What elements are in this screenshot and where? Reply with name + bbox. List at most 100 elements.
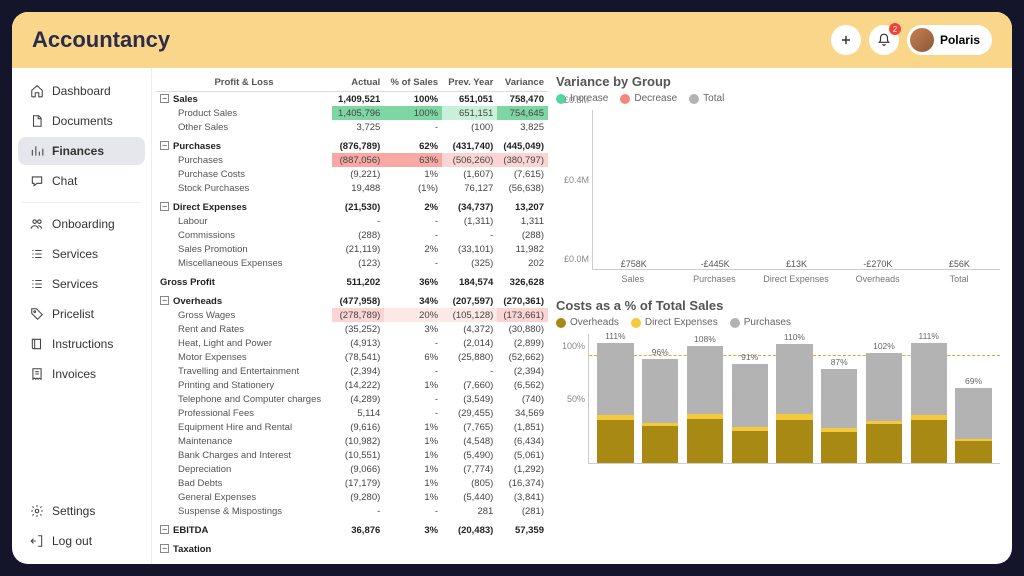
pl-cell: (14,222) <box>332 378 384 392</box>
pl-cell: −Purchases <box>156 139 332 153</box>
pl-cell: Maintenance <box>156 434 332 448</box>
pl-cell: 2% <box>384 200 442 214</box>
pl-column-header: Profit & Loss <box>156 74 332 92</box>
pl-sub-row: Heat, Light and Power(4,913)-(2,014)(2,8… <box>156 336 548 350</box>
pl-cell: Stock Purchases <box>156 181 332 195</box>
sidebar-item-chat[interactable]: Chat <box>18 167 145 195</box>
pl-cell: Sales Promotion <box>156 242 332 256</box>
pl-column-header: Prev. Year <box>442 74 497 92</box>
sidebar-item-label: Documents <box>52 114 113 128</box>
pl-cell: (105,128) <box>442 308 497 322</box>
stacked-bar: 108% <box>687 346 723 463</box>
chat-icon <box>30 174 44 188</box>
pl-cell: Commissions <box>156 228 332 242</box>
pl-sub-row: Sales Promotion(21,119)2%(33,101)11,982 <box>156 242 548 256</box>
pl-cell: (5,061) <box>497 448 548 462</box>
pl-cell: (10,551) <box>332 448 384 462</box>
pl-cell: (876,789) <box>332 139 384 153</box>
pl-sub-row: Stock Purchases19,488(1%)76,127(56,638) <box>156 181 548 195</box>
list-icon <box>30 277 44 291</box>
sidebar-item-label: Pricelist <box>52 307 94 321</box>
pl-cell: (2,394) <box>332 364 384 378</box>
pl-cell: (34,737) <box>442 200 497 214</box>
pl-cell: 6% <box>384 350 442 364</box>
pl-cell: (6,434) <box>497 434 548 448</box>
variance-chart-title: Variance by Group <box>556 74 1000 89</box>
pl-cell: - <box>384 120 442 134</box>
sidebar-item-services2[interactable]: Services <box>18 270 145 298</box>
sidebar-item-dashboard[interactable]: Dashboard <box>18 77 145 105</box>
sidebar-item-label: Dashboard <box>52 84 111 98</box>
pl-cell: (506,260) <box>442 153 497 167</box>
sidebar-item-settings[interactable]: Settings <box>18 497 145 525</box>
x-axis-label: Purchases <box>674 274 756 284</box>
pl-cell: 2% <box>384 242 442 256</box>
notification-badge: 2 <box>889 23 901 35</box>
sidebar-item-label: Instructions <box>52 337 113 351</box>
stacked-bar: 111% <box>911 343 947 463</box>
notifications-button[interactable]: 2 <box>869 25 899 55</box>
user-menu[interactable]: Polaris <box>907 25 992 55</box>
legend-item: Decrease <box>620 93 677 104</box>
expand-icon[interactable]: − <box>160 544 169 553</box>
pl-category-row[interactable]: −Sales1,409,521100%651,051758,470 <box>156 92 548 107</box>
add-button[interactable] <box>831 25 861 55</box>
pl-sub-row: Professional Fees5,114-(29,455)34,569 <box>156 406 548 420</box>
pl-cell: 202 <box>497 256 548 270</box>
pl-category-row[interactable]: −EBITDA36,8763%(20,483)57,359 <box>156 523 548 537</box>
expand-icon[interactable]: − <box>160 141 169 150</box>
pl-cell: 36% <box>384 275 442 289</box>
stacked-bar: 87% <box>821 369 857 463</box>
pl-cell: (100) <box>442 120 497 134</box>
sidebar-item-pricelist[interactable]: Pricelist <box>18 300 145 328</box>
x-axis-label: Direct Expenses <box>755 274 837 284</box>
sidebar-item-label: Invoices <box>52 367 96 381</box>
sidebar-item-label: Services <box>52 247 98 261</box>
pl-cell: (6,562) <box>497 378 548 392</box>
pl-cell: (4,913) <box>332 336 384 350</box>
pl-cell: (278,789) <box>332 308 384 322</box>
pl-cell: (281) <box>497 504 548 518</box>
profit-loss-panel: Profit & LossActual% of SalesPrev. YearV… <box>152 68 552 564</box>
pl-cell <box>497 542 548 556</box>
pl-cell: (477,958) <box>332 294 384 308</box>
users-icon <box>30 217 44 231</box>
sidebar-item-services1[interactable]: Services <box>18 240 145 268</box>
pl-cell: (78,541) <box>332 350 384 364</box>
pl-category-row[interactable]: −Purchases(876,789)62%(431,740)(445,049) <box>156 139 548 153</box>
sidebar-item-finances[interactable]: Finances <box>18 137 145 165</box>
sidebar-item-logout[interactable]: Log out <box>18 527 145 555</box>
stacked-bar: 91% <box>732 364 768 463</box>
pl-category-row[interactable]: −Taxation <box>156 542 548 556</box>
sidebar-item-invoices[interactable]: Invoices <box>18 360 145 388</box>
pl-cell: 754,645 <box>497 106 548 120</box>
pl-cell: (270,361) <box>497 294 548 308</box>
pl-cell: Travelling and Entertainment <box>156 364 332 378</box>
pl-cell: Gross Wages <box>156 308 332 322</box>
doc-icon <box>30 114 44 128</box>
pl-column-header: Actual <box>332 74 384 92</box>
variance-legend: IncreaseDecreaseTotal <box>556 93 1000 104</box>
pl-sub-row: Maintenance(10,982)1%(4,548)(6,434) <box>156 434 548 448</box>
sidebar-item-onboarding[interactable]: Onboarding <box>18 210 145 238</box>
expand-icon[interactable]: − <box>160 202 169 211</box>
pl-cell: (5,440) <box>442 490 497 504</box>
pl-category-row[interactable]: −Overheads(477,958)34%(207,597)(270,361) <box>156 294 548 308</box>
pl-cell: 1% <box>384 434 442 448</box>
pl-category-row[interactable]: −Direct Expenses(21,530)2%(34,737)13,207 <box>156 200 548 214</box>
pl-cell <box>332 542 384 556</box>
pl-sub-row: Purchase Costs(9,221)1%(1,607)(7,615) <box>156 167 548 181</box>
legend-item: Direct Expenses <box>631 317 718 328</box>
expand-icon[interactable]: − <box>160 296 169 305</box>
pl-cell: Bank Charges and Interest <box>156 448 332 462</box>
costs-chart: 50%100% 111%96%108%91%110%87%102%111%69% <box>588 334 1000 464</box>
pl-cell: 1% <box>384 490 442 504</box>
sidebar-item-documents[interactable]: Documents <box>18 107 145 135</box>
pl-sub-row: Miscellaneous Expenses(123)-(325)202 <box>156 256 548 270</box>
pl-cell: Telephone and Computer charges <box>156 392 332 406</box>
pl-cell: 1% <box>384 167 442 181</box>
expand-icon[interactable]: − <box>160 94 169 103</box>
pl-cell: - <box>384 214 442 228</box>
expand-icon[interactable]: − <box>160 525 169 534</box>
sidebar-item-instructions[interactable]: Instructions <box>18 330 145 358</box>
